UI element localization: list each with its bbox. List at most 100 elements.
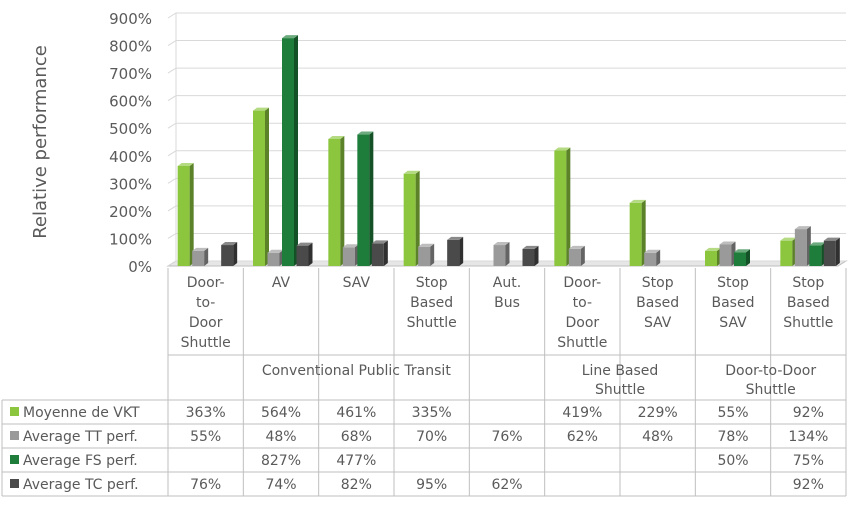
bar-side: [641, 199, 646, 266]
data-label: 564%: [261, 405, 301, 421]
gridline: [167, 67, 846, 74]
data-label: 229%: [638, 405, 678, 421]
bar-side: [566, 147, 571, 266]
category-label: Shuttle: [407, 315, 457, 331]
data-label: 74%: [265, 477, 296, 493]
category-label: Based: [410, 295, 453, 311]
data-label: 335%: [412, 405, 452, 421]
gridline: [167, 40, 846, 46]
legend-key: [10, 455, 19, 464]
category-label: Shuttle: [783, 315, 833, 331]
gridline: [167, 205, 846, 212]
bar-side: [534, 245, 539, 266]
y-tick-label: 500%: [109, 120, 152, 138]
bar-side: [580, 245, 585, 266]
legend-key: [10, 407, 19, 416]
category-label: Stop: [792, 275, 824, 291]
bar-front: [719, 244, 732, 266]
bar-front: [493, 245, 506, 266]
bar-side: [294, 35, 298, 266]
bar-top: [447, 236, 464, 240]
bar-top: [296, 242, 313, 246]
series-name: Average TC perf.: [23, 477, 139, 493]
data-label: 76%: [491, 429, 522, 445]
bar-front: [705, 250, 717, 266]
bar-front: [780, 240, 793, 266]
bar-front: [734, 252, 746, 266]
bar-top: [342, 244, 359, 248]
bar-front: [342, 247, 355, 266]
data-label: 827%: [261, 453, 301, 469]
bar-front: [794, 229, 807, 266]
gridline: [167, 95, 846, 102]
bar-top: [809, 242, 826, 246]
category-label: Stop: [416, 275, 448, 291]
bar-top: [644, 249, 661, 253]
data-label: 363%: [186, 405, 226, 421]
bar-top: [522, 245, 539, 249]
bar-front: [568, 248, 581, 266]
bar-side: [415, 170, 420, 266]
bar-top: [267, 249, 284, 253]
data-label: 82%: [341, 477, 372, 493]
bar-front: [177, 165, 190, 266]
gridline: [167, 232, 846, 239]
data-label: 50%: [717, 453, 748, 469]
series-name: Average TT perf.: [23, 429, 138, 445]
category-label: to-: [573, 295, 592, 311]
y-axis-label: Relative performance: [30, 45, 51, 239]
bar-top: [794, 226, 811, 230]
category-label: AV: [272, 275, 291, 291]
gridline: [167, 122, 846, 129]
bar-front: [403, 173, 416, 266]
bar-front: [522, 248, 535, 266]
legend-key: [10, 479, 19, 488]
data-label: 75%: [793, 453, 824, 469]
series-name: Moyenne de VKT: [23, 405, 140, 421]
data-label: 55%: [190, 429, 221, 445]
category-label: Bus: [494, 295, 520, 311]
category-label: Stop: [642, 275, 674, 291]
bar-top: [734, 249, 750, 253]
data-label: 62%: [567, 429, 598, 445]
bar-front: [809, 245, 822, 266]
data-label: 48%: [265, 429, 296, 445]
bar-front: [221, 245, 234, 266]
bar-top: [192, 247, 209, 251]
category-label: SAV: [644, 315, 672, 331]
data-label: 55%: [717, 405, 748, 421]
group-label: Line Based: [582, 363, 659, 379]
bar-top: [418, 243, 435, 247]
data-label: 92%: [793, 477, 824, 493]
bar-top: [780, 237, 797, 241]
bar-top: [328, 135, 345, 139]
data-label: 70%: [416, 429, 447, 445]
category-label: SAV: [343, 275, 371, 291]
bar-front: [357, 134, 370, 266]
group-label: Shuttle: [595, 382, 645, 398]
bar-top: [282, 35, 298, 39]
bar-front: [253, 110, 265, 266]
bar-front: [644, 252, 657, 266]
bar-side: [383, 240, 388, 266]
category-label: Based: [712, 295, 755, 311]
data-label: 68%: [341, 429, 372, 445]
category-label: Based: [787, 295, 830, 311]
category-label: Aut.: [493, 275, 521, 291]
y-tick-label: 800%: [109, 38, 152, 56]
category-label: Shuttle: [181, 335, 231, 351]
data-label: 134%: [788, 429, 828, 445]
bar-side: [308, 242, 313, 266]
y-tick-label: 0%: [128, 258, 152, 276]
category-label: Stop: [717, 275, 749, 291]
y-tick-label: 100%: [109, 230, 152, 248]
group-label: Door-to-Door: [725, 363, 816, 379]
bar-side: [459, 236, 464, 266]
bar-front: [328, 138, 341, 266]
bar-front: [823, 240, 836, 266]
bar-front: [554, 150, 567, 266]
bar-top: [493, 242, 510, 246]
bar-top: [823, 237, 840, 241]
bar-side: [746, 249, 750, 266]
category-label: SAV: [719, 315, 747, 331]
